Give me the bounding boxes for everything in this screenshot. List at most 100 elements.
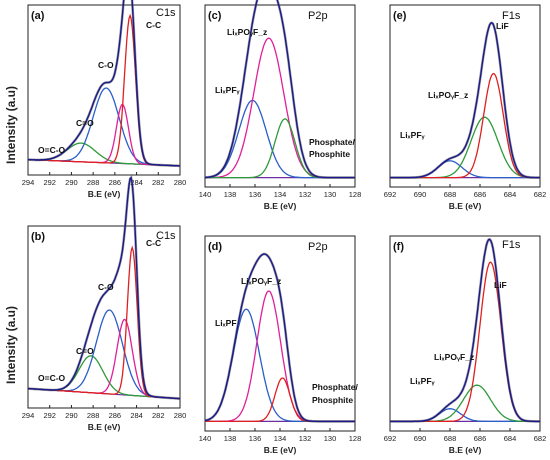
- peak-annotation: C=O: [76, 118, 94, 128]
- chart-panel-d: 140 138 136 134 132 130 128 B.E (eV) (d) P2p LiₓPO…: [199, 235, 362, 455]
- peak-annotation: Phosphite: [309, 149, 350, 159]
- x-tick-label: 684: [504, 190, 517, 199]
- y-axis-label-text-bottom: Intensity (a.u): [4, 305, 18, 385]
- x-tick-label: 132: [299, 434, 312, 443]
- panel-letter: (c): [208, 10, 222, 22]
- x-tick-label: 686: [474, 434, 487, 443]
- x-axis-label: B.E (eV): [449, 201, 482, 211]
- peak-annotation: C-O: [98, 282, 114, 292]
- fitted-envelope: [205, 0, 355, 179]
- x-tick-label: 294: [22, 411, 35, 420]
- x-tick-label: 292: [43, 178, 56, 187]
- x-axis-label: B.E (eV): [88, 189, 121, 199]
- peak-annotation: LiₓPFᵧ: [215, 85, 241, 95]
- fitted-envelope: [204, 253, 355, 423]
- x-tick-label: 138: [224, 434, 237, 443]
- x-tick-label: 690: [414, 190, 427, 199]
- x-tick-label: 690: [414, 434, 427, 443]
- x-tick-label: 282: [152, 178, 165, 187]
- panel-letter: (a): [31, 10, 45, 22]
- x-tick-label: 280: [174, 178, 187, 187]
- peak-annotation: C-C: [146, 20, 161, 30]
- panel-title: P2p: [308, 10, 328, 22]
- component-peak-red: [27, 13, 181, 167]
- x-axis-label: B.E (eV): [449, 445, 482, 455]
- fitted-envelope: [28, 176, 180, 400]
- peak-annotation: Phosphite: [312, 395, 353, 405]
- chart-panel-c: 140 138 136 134 132 130 128 B.E (eV) (c) P2p LiₓPO…: [199, 0, 362, 211]
- x-axis-label: B.E (eV): [264, 445, 297, 455]
- plot-frame: [389, 235, 541, 432]
- x-tick-label: 130: [324, 434, 337, 443]
- panel-letter: (f): [393, 241, 404, 253]
- x-tick-label: 682: [534, 190, 547, 199]
- x-tick-label: 284: [130, 411, 143, 420]
- plot-frame: [389, 4, 541, 188]
- y-axis-label-bottom: Intensity (a.u): [2, 275, 20, 415]
- x-tick-label: 140: [199, 434, 212, 443]
- x-tick-label: 686: [474, 190, 487, 199]
- peak-annotation: Phosphate/: [309, 137, 355, 147]
- x-tick-label: 684: [504, 434, 517, 443]
- peak-annotation: LiF: [496, 21, 509, 31]
- x-tick-label: 692: [384, 434, 397, 443]
- peak-annotation: C=O: [76, 346, 94, 356]
- x-tick-label: 688: [444, 190, 457, 199]
- chart-panel-f: 692 690 688 686 684 682 B.E (eV) (f) F1s LiF LiₓPO…: [384, 235, 547, 455]
- component-peak-magenta: [28, 318, 180, 400]
- peak-annotation: O=C-O: [38, 145, 66, 155]
- panel-letter: (d): [208, 241, 222, 253]
- peak-annotation: LiₓPFᵧ: [410, 376, 436, 386]
- x-tick-label: 136: [249, 190, 262, 199]
- x-tick-label: 682: [534, 434, 547, 443]
- y-axis-label-text-top: Intensity (a.u): [4, 85, 18, 165]
- panel-title: F1s: [502, 10, 521, 22]
- peak-annotation: O=C-O: [38, 373, 66, 383]
- panel-letter: (b): [31, 231, 45, 243]
- x-tick-label: 138: [224, 190, 237, 199]
- x-tick-label: 130: [324, 190, 337, 199]
- x-tick-label: 692: [384, 190, 397, 199]
- raw-spectrum: [390, 237, 540, 423]
- fitted-envelope: [390, 22, 540, 179]
- x-axis-label: B.E (eV): [88, 422, 121, 432]
- panel-title: P2p: [308, 241, 328, 253]
- panel-title: C1s: [156, 7, 176, 19]
- x-tick-label: 128: [349, 434, 362, 443]
- x-tick-label: 282: [152, 411, 165, 420]
- panel-letter: (e): [393, 10, 407, 22]
- x-tick-label: 290: [65, 178, 78, 187]
- x-tick-label: 286: [109, 178, 122, 187]
- component-peak-magenta: [27, 103, 181, 167]
- x-tick-label: 280: [174, 411, 187, 420]
- x-tick-label: 134: [274, 190, 287, 199]
- peak-annotation: LiₓPF: [215, 318, 237, 328]
- peak-annotation: LiₓPFᵧ: [400, 130, 426, 140]
- plot-frame: [27, 4, 181, 176]
- plot-frame: [27, 225, 181, 409]
- y-axis-label-top: Intensity (a.u): [2, 55, 20, 195]
- peak-annotation: LiₓPOᵧF_z: [227, 27, 267, 37]
- x-tick-label: 292: [43, 411, 56, 420]
- peak-annotation: LiₓPOᵧF_z: [241, 276, 281, 286]
- x-tick-label: 288: [87, 178, 100, 187]
- x-tick-label: 288: [87, 411, 100, 420]
- fitted-envelope: [390, 238, 540, 423]
- peak-annotation: Phosphate/: [312, 382, 358, 392]
- raw-spectrum: [390, 21, 540, 179]
- fitted-envelope: [27, 0, 181, 167]
- component-peak-blue: [28, 309, 180, 400]
- x-tick-label: 294: [22, 178, 35, 187]
- x-tick-label: 136: [249, 434, 262, 443]
- x-tick-label: 284: [130, 178, 143, 187]
- peak-annotation: C-C: [146, 238, 161, 248]
- x-axis-label: B.E (eV): [264, 201, 297, 211]
- peak-annotation: LiF: [494, 280, 507, 290]
- x-tick-label: 286: [109, 411, 122, 420]
- x-tick-label: 688: [444, 434, 457, 443]
- peak-annotation: LiₓPOᵧF_z: [428, 90, 468, 100]
- x-tick-label: 128: [349, 190, 362, 199]
